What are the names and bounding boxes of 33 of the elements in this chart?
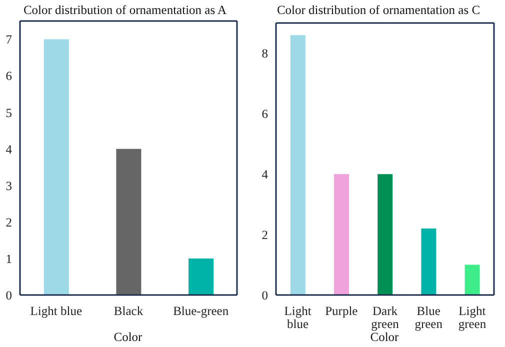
y-tick-label: 1 — [6, 252, 12, 266]
bar — [44, 39, 69, 295]
bar — [188, 258, 214, 295]
x-axis-title: Color — [369, 330, 400, 345]
x-tick-label: Blue-green — [173, 304, 230, 318]
y-tick-label: 4 — [6, 142, 13, 156]
chart-title: Color distribution of ornamentation as A — [22, 3, 228, 18]
y-tick-label: 6 — [262, 107, 268, 122]
y-tick-label: 4 — [262, 168, 269, 182]
chart-title: Color distribution of ornamentation as C — [276, 3, 482, 18]
y-tick-label: 8 — [262, 46, 268, 61]
x-tick-label: Blue green — [414, 304, 444, 331]
y-tick-label: 2 — [262, 228, 268, 242]
bar — [378, 174, 393, 295]
x-tick-label: Light blue — [30, 304, 82, 318]
y-tick-label: 7 — [6, 32, 12, 47]
x-axis-title: Color — [112, 330, 144, 345]
bar — [290, 35, 306, 295]
bar — [421, 228, 436, 295]
y-tick-label: 2 — [6, 215, 12, 230]
y-tick-label: 5 — [6, 106, 12, 120]
y-tick-label: 0 — [262, 288, 268, 302]
x-tick-label: Dark green — [371, 304, 400, 331]
x-tick-label: Black — [114, 304, 144, 318]
bar — [116, 148, 142, 295]
x-tick-label: Purple — [325, 304, 358, 318]
y-tick-label: 0 — [6, 288, 12, 302]
bar — [334, 174, 349, 295]
x-tick-label: Light blue — [284, 304, 312, 331]
x-tick-label: Light green — [458, 304, 487, 331]
y-tick-label: 3 — [6, 178, 12, 193]
y-tick-label: 6 — [6, 69, 12, 84]
bar — [464, 264, 480, 295]
